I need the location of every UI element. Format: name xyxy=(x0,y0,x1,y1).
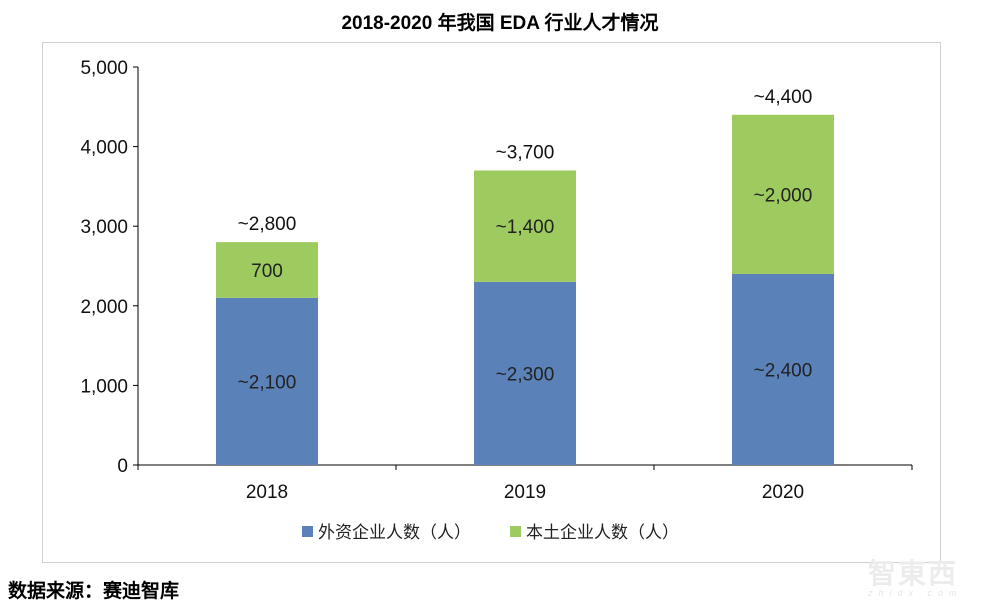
legend-label: 外资企业人数（人） xyxy=(318,523,471,542)
data-label: ~1,400 xyxy=(496,217,555,238)
total-label: ~4,400 xyxy=(754,87,813,108)
y-tick-label: 3,000 xyxy=(80,217,128,238)
legend-swatch xyxy=(302,526,313,537)
data-label: ~2,000 xyxy=(754,185,813,206)
watermark-logo: 智東西 xyxy=(868,558,959,589)
total-label: ~2,800 xyxy=(238,214,297,235)
data-label: ~2,300 xyxy=(496,364,555,385)
data-label: ~2,100 xyxy=(238,372,297,393)
bar-domestic xyxy=(216,242,318,298)
bar-foreign xyxy=(474,281,576,465)
x-tick-label: 2018 xyxy=(246,482,288,503)
chart-title: 2018-2020 年我国 EDA 行业人才情况 xyxy=(341,13,659,34)
source-note: 数据来源：赛迪智库 xyxy=(8,581,180,602)
y-tick-label: 5,000 xyxy=(80,58,128,79)
x-tick-label: 2020 xyxy=(762,482,804,503)
y-tick-label: 0 xyxy=(117,456,128,477)
data-label: ~2,400 xyxy=(754,360,813,381)
y-tick-label: 4,000 xyxy=(80,138,128,159)
legend-label: 本土企业人数（人） xyxy=(526,523,679,542)
bar-foreign xyxy=(732,273,834,465)
bar-domestic xyxy=(474,170,576,282)
y-tick-label: 1,000 xyxy=(80,376,128,397)
chart-frame xyxy=(42,42,941,563)
bar-foreign xyxy=(216,297,318,465)
data-label: 700 xyxy=(251,261,283,282)
legend-swatch xyxy=(510,526,521,537)
x-tick-label: 2019 xyxy=(504,482,546,503)
y-tick-label: 2,000 xyxy=(80,297,128,318)
bar-domestic xyxy=(732,114,834,274)
total-label: ~3,700 xyxy=(496,142,555,163)
watermark-url: zhidx.com xyxy=(868,588,963,598)
